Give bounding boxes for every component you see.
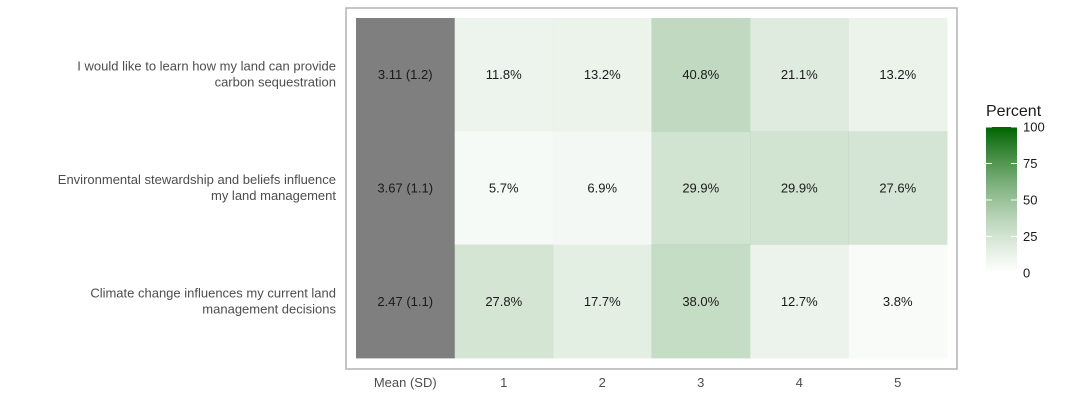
mean-cell [356, 244, 455, 359]
cell-value-label: 6.9% [587, 180, 617, 195]
cell-value-label: 29.9% [781, 180, 818, 195]
heatmap-cell [651, 244, 751, 359]
cell-value-label: 13.2% [879, 67, 916, 82]
heatmap-cell [848, 244, 948, 359]
cell-value-label: 21.1% [781, 67, 818, 82]
column-tick-label: Mean (SD) [374, 375, 437, 390]
column-labels: Mean (SD) 1 2 3 4 5 [374, 375, 902, 390]
heatmap-cell [553, 131, 652, 246]
heatmap-cell [750, 18, 849, 132]
legend: Percent 0 25 50 75 100 [986, 103, 1045, 281]
heatmap-cell [553, 244, 652, 359]
legend-tick-label: 25 [1023, 229, 1037, 244]
legend-tick-label: 75 [1023, 156, 1037, 171]
cell-value-label: 27.6% [879, 180, 916, 195]
column-tick-label: 5 [894, 375, 901, 390]
row-label: Environmental stewardship and beliefs in… [58, 172, 337, 203]
legend-tick-label: 50 [1023, 193, 1037, 208]
cell-value-label: 40.8% [682, 67, 719, 82]
heatmap-cell [848, 131, 948, 246]
row-labels: I would like to learn how my land can pr… [58, 59, 337, 317]
heatmap-cells: 3.11 (1.2) 11.8% 13.2% 40.8% 21.1% 13.2% 3.67 … [356, 18, 948, 359]
cell-value-label: 5.7% [489, 180, 519, 195]
legend-ticks: 0 25 50 75 100 [986, 120, 1045, 281]
mean-cell [356, 131, 455, 246]
heatmap-cell [750, 131, 849, 246]
heatmap-cell [454, 244, 554, 359]
cell-value-label: 11.8% [486, 67, 522, 82]
heatmap-cell [651, 18, 751, 132]
cell-value-label: 38.0% [682, 294, 719, 309]
column-tick-label: 1 [500, 375, 507, 390]
panel-border [345, 7, 958, 370]
row-label: Climate change influences my current lan… [90, 285, 336, 316]
row-label: I would like to learn how my land can pr… [77, 59, 336, 90]
mean-cell [356, 18, 455, 132]
mean-label: 3.11 (1.2) [378, 67, 433, 82]
cell-value-label: 29.9% [682, 180, 719, 195]
cell-value-label: 17.7% [584, 294, 621, 309]
legend-title: Percent [986, 103, 1042, 120]
column-tick-label: 4 [796, 375, 803, 390]
heatmap-cell [848, 18, 948, 132]
column-tick-label: 3 [697, 375, 704, 390]
cell-value-label: 13.2% [584, 67, 621, 82]
mean-label: 2.47 (1.1) [377, 294, 433, 309]
heatmap-cell [454, 18, 554, 132]
column-tick-label: 2 [599, 375, 606, 390]
heatmap-cell [454, 131, 554, 246]
mean-label: 3.67 (1.1) [377, 180, 433, 195]
cell-value-label: 3.8% [883, 294, 913, 309]
heatmap-cell [750, 244, 849, 359]
heatmap-cell [651, 131, 751, 246]
legend-tick-label: 100 [1023, 120, 1045, 135]
legend-tick-label: 0 [1023, 266, 1030, 281]
cell-value-label: 27.8% [485, 294, 522, 309]
cell-value-label: 12.7% [781, 294, 818, 309]
heatmap-cell [553, 18, 652, 132]
